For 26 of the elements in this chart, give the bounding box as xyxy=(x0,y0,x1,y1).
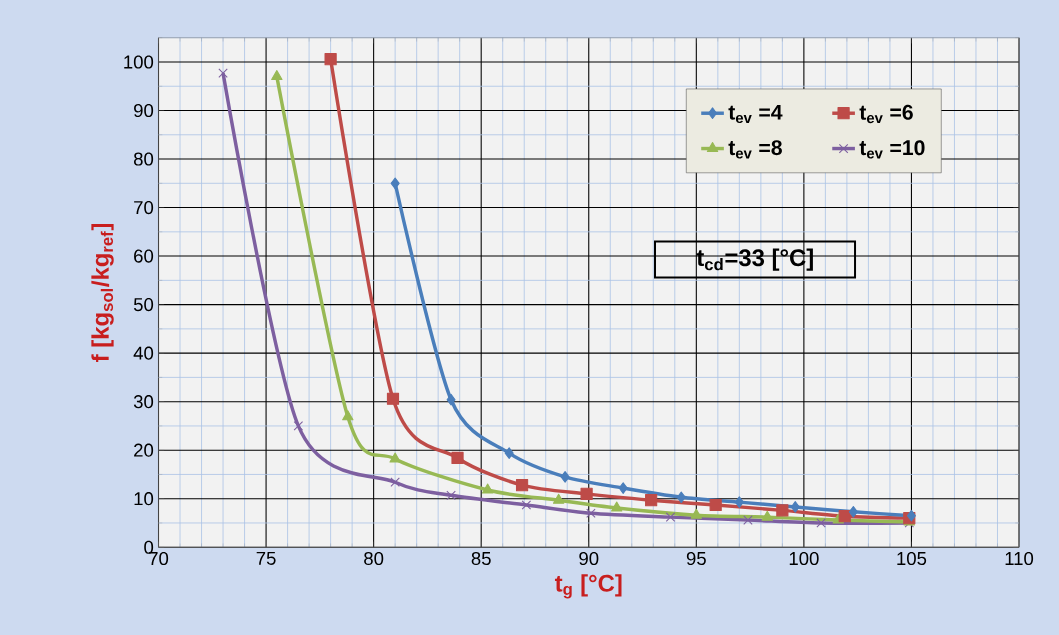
x-tick-label: 110 xyxy=(1005,551,1034,565)
y-tick-label: 60 xyxy=(134,249,154,263)
legend-label: t$_{ev}$ =6 xyxy=(859,104,913,124)
y-tick-label: 100 xyxy=(124,55,154,69)
x-tick-label: 80 xyxy=(364,551,384,565)
legend-label: t$_{ev}$ =10 xyxy=(859,140,925,159)
x-tick-label: 95 xyxy=(686,551,706,565)
y-axis-title: f [kg$_{sol}$/kg$_{ref}$] xyxy=(91,223,114,362)
y-tick-label: 30 xyxy=(133,395,154,409)
y-tick-label: 50 xyxy=(133,297,154,312)
y-tick-label: 70 xyxy=(134,200,154,215)
y-tick-label: 40 xyxy=(133,346,154,360)
x-tick-label: 85 xyxy=(471,551,491,565)
x-tick-label: 100 xyxy=(789,551,819,565)
y-tick-label: 0 xyxy=(144,540,154,554)
x-axis-title: t$_{g}$ [°C] xyxy=(554,574,622,599)
y-tick-label: 20 xyxy=(134,443,154,457)
legend-label: t$_{ev}$ =4 xyxy=(728,104,783,124)
x-tick-label: 105 xyxy=(897,551,927,565)
x-tick-label: 90 xyxy=(579,551,599,565)
y-tick-label: 90 xyxy=(134,103,154,118)
legend-label: t$_{ev}$ =8 xyxy=(728,140,782,159)
x-tick-label: 70 xyxy=(149,551,169,565)
y-tick-label: 10 xyxy=(134,492,154,506)
y-tick-label: 80 xyxy=(133,152,154,166)
x-tick-label: 75 xyxy=(256,551,276,565)
